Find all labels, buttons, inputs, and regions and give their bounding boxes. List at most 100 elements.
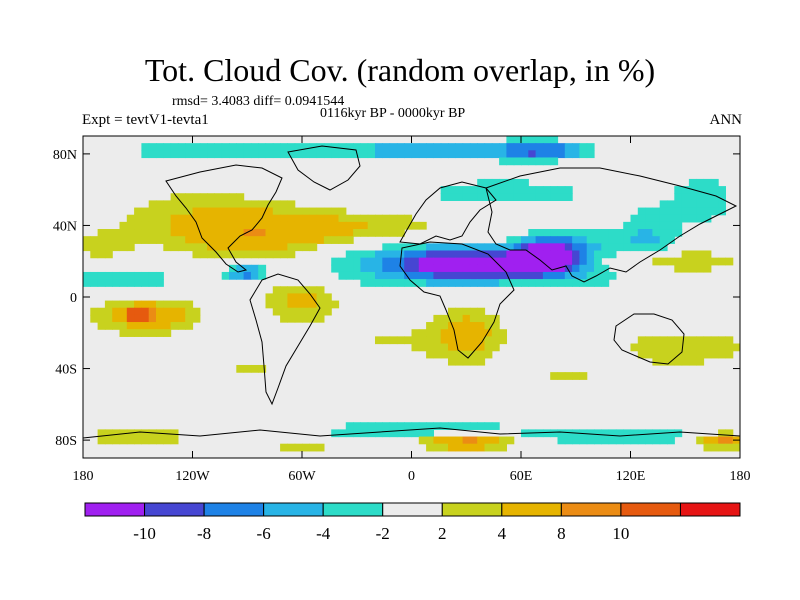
anomaly-cell: [674, 207, 683, 216]
anomaly-cell: [258, 264, 267, 273]
anomaly-cell: [469, 150, 478, 159]
anomaly-cell: [462, 264, 471, 273]
anomaly-cell: [469, 322, 478, 330]
anomaly-cell: [243, 264, 252, 273]
anomaly-cell: [331, 150, 340, 159]
anomaly-cell: [462, 322, 471, 330]
anomaly-cell: [564, 429, 573, 438]
anomaly-cell: [411, 422, 420, 430]
anomaly-cell: [280, 236, 288, 244]
anomaly-cell: [469, 357, 478, 366]
anomaly-cell: [134, 207, 142, 216]
anomaly-cell: [426, 264, 434, 273]
anomaly-cell: [229, 207, 237, 216]
anomaly-cell: [163, 243, 172, 252]
anomaly-cell: [572, 436, 580, 445]
anomaly-cell: [302, 243, 310, 252]
anomaly-cell: [229, 271, 237, 280]
anomaly-cell: [345, 264, 354, 273]
anomaly-cell: [718, 350, 726, 359]
anomaly-cell: [418, 221, 427, 230]
anomaly-cell: [630, 343, 639, 352]
anomaly-cell: [163, 300, 172, 309]
anomaly-cell: [367, 422, 376, 430]
anomaly-cell: [221, 193, 230, 201]
anomaly-cell: [550, 372, 559, 380]
anomaly-cell: [170, 300, 179, 309]
anomaly-cell: [207, 207, 215, 216]
lon-tick-label: 120W: [175, 469, 210, 484]
anomaly-cell: [652, 257, 661, 266]
anomaly-cell: [652, 336, 661, 345]
anomaly-cell: [491, 178, 500, 187]
anomaly-cell: [375, 271, 383, 280]
anomaly-cell: [148, 236, 157, 244]
anomaly-cell: [411, 329, 420, 337]
anomaly-cell: [572, 279, 580, 287]
anomaly-cell: [455, 264, 464, 273]
anomaly-cell: [718, 257, 726, 266]
anomaly-cell: [170, 143, 179, 151]
anomaly-cell: [550, 136, 559, 144]
anomaly-cell: [557, 279, 566, 287]
anomaly-cell: [659, 336, 668, 345]
anomaly-cell: [272, 214, 281, 223]
anomaly-cell: [681, 193, 690, 201]
anomaly-cell: [316, 236, 325, 244]
anomaly-cell: [564, 264, 573, 273]
anomaly-cell: [170, 200, 179, 209]
anomaly-cell: [126, 214, 135, 223]
anomaly-cell: [681, 200, 690, 209]
anomaly-cell: [418, 436, 427, 445]
anomaly-cell: [455, 186, 464, 194]
anomaly-cell: [360, 264, 369, 273]
anomaly-cell: [156, 214, 164, 223]
anomaly-cell: [323, 221, 332, 230]
anomaly-cell: [688, 343, 697, 352]
anomaly-cell: [375, 279, 383, 287]
anomaly-cell: [141, 221, 150, 230]
anomaly-cell: [360, 422, 369, 430]
anomaly-cell: [353, 264, 361, 273]
anomaly-cell: [484, 322, 493, 330]
anomaly-cell: [302, 236, 310, 244]
anomaly-cell: [448, 279, 456, 287]
anomaly-cell: [469, 243, 478, 252]
anomaly-cell: [214, 243, 223, 252]
anomaly-cell: [579, 236, 588, 244]
anomaly-cell: [148, 436, 157, 445]
anomaly-cell: [462, 329, 471, 337]
anomaly-cell: [141, 143, 150, 151]
anomaly-cell: [360, 150, 369, 159]
anomaly-cell: [645, 343, 653, 352]
anomaly-cell: [156, 200, 164, 209]
anomaly-cell: [550, 257, 559, 266]
anomaly-cell: [156, 436, 164, 445]
anomaly-cell: [535, 186, 544, 194]
anomaly-cell: [703, 250, 712, 259]
lat-tick-label: 0: [70, 291, 77, 306]
anomaly-cell: [688, 357, 697, 366]
anomaly-cell: [104, 271, 113, 280]
anomaly-cell: [659, 257, 668, 266]
anomaly-cell: [703, 264, 712, 273]
anomaly-cell: [484, 271, 493, 280]
anomaly-cell: [579, 264, 588, 273]
anomaly-cell: [462, 257, 471, 266]
anomaly-cell: [579, 257, 588, 266]
anomaly-cell: [477, 271, 486, 280]
anomaly-cell: [542, 236, 551, 244]
anomaly-cell: [170, 207, 179, 216]
anomaly-cell: [170, 429, 179, 438]
anomaly-cell: [725, 257, 734, 266]
anomaly-cell: [250, 221, 259, 230]
anomaly-cell: [440, 322, 449, 330]
anomaly-cell: [528, 157, 537, 166]
anomaly-cell: [557, 264, 566, 273]
anomaly-cell: [542, 243, 551, 252]
anomaly-cell: [294, 229, 303, 237]
anomaly-cell: [557, 271, 566, 280]
anomaly-cell: [126, 300, 135, 309]
anomaly-cell: [484, 343, 493, 352]
anomaly-cell: [287, 293, 296, 302]
